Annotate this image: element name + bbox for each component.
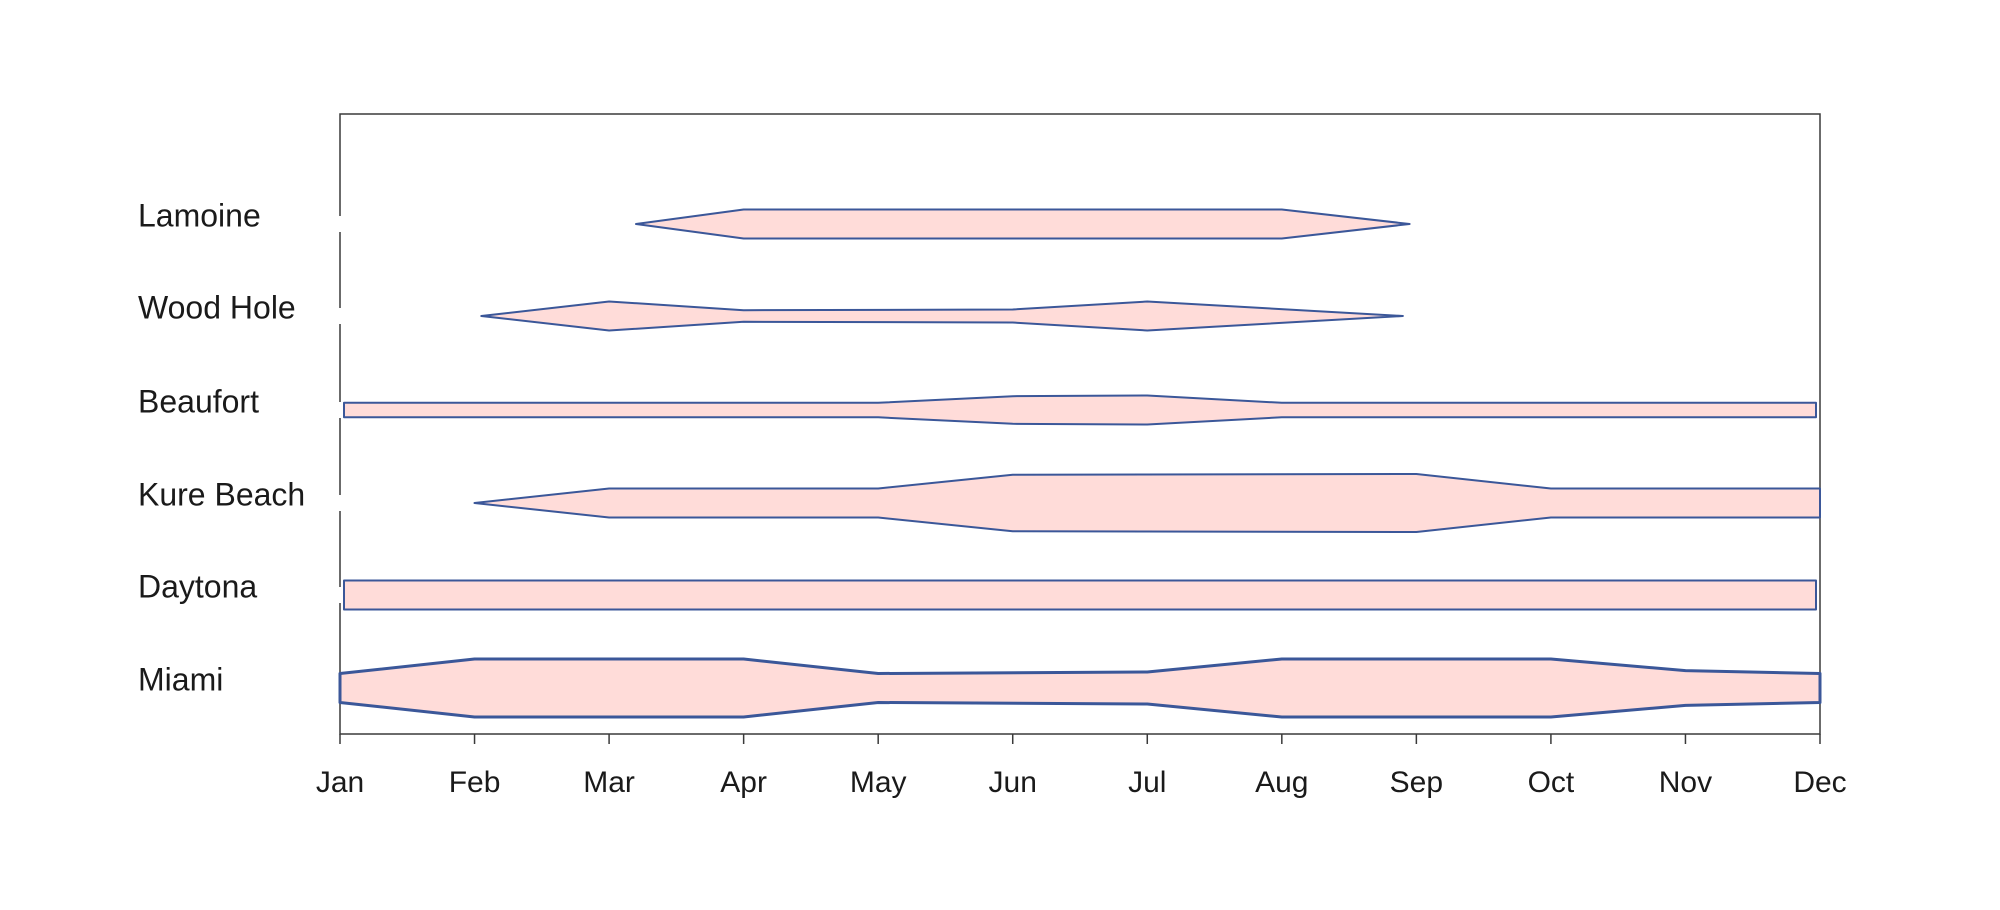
site-labels-group: Lamoine Wood Hole Beaufort Kure Beach Dayton… [138, 197, 305, 697]
x-tick-label-aug: Aug [1255, 766, 1308, 799]
site-label-beaufort: Beaufort [138, 383, 259, 419]
band-beaufort [343, 394, 1817, 426]
site-label-miami: Miami [138, 661, 223, 697]
site-label-lamoine: Lamoine [138, 197, 261, 233]
x-axis: Jan Feb Mar Apr May Jun Jul Aug Sep Oct Nov Dec [316, 734, 1847, 799]
bands-group [337, 208, 1822, 719]
x-tick-label-jan: Jan [316, 766, 364, 799]
site-label-kure-beach: Kure Beach [138, 476, 305, 512]
axis-gap-beaufort [337, 402, 343, 418]
x-tick-label-nov: Nov [1659, 766, 1712, 799]
x-tick-label-may: May [850, 766, 907, 799]
axis-gap-daytona [337, 587, 343, 603]
site-label-wood-hole: Wood Hole [138, 289, 296, 325]
x-tick-label-oct: Oct [1528, 766, 1575, 799]
band-lamoine [635, 208, 1411, 240]
x-tick-label-dec: Dec [1793, 766, 1846, 799]
band-kure-beach [473, 473, 1821, 533]
plot-frame [339, 113, 1821, 735]
axis-gap-kure-beach [337, 495, 343, 511]
band-miami [338, 657, 1822, 719]
band-wood-hole [480, 300, 1404, 332]
x-tick-label-mar: Mar [583, 766, 635, 799]
site-label-daytona: Daytona [138, 568, 257, 604]
axis-gap-wood-hole [337, 308, 343, 324]
x-tick-label-jul: Jul [1128, 766, 1166, 799]
axis-gap-lamoine [337, 216, 343, 232]
band-daytona [343, 579, 1817, 611]
x-tick-label-apr: Apr [720, 766, 767, 799]
x-tick-label-feb: Feb [449, 766, 501, 799]
x-tick-label-sep: Sep [1390, 766, 1443, 799]
x-tick-label-jun: Jun [989, 766, 1037, 799]
